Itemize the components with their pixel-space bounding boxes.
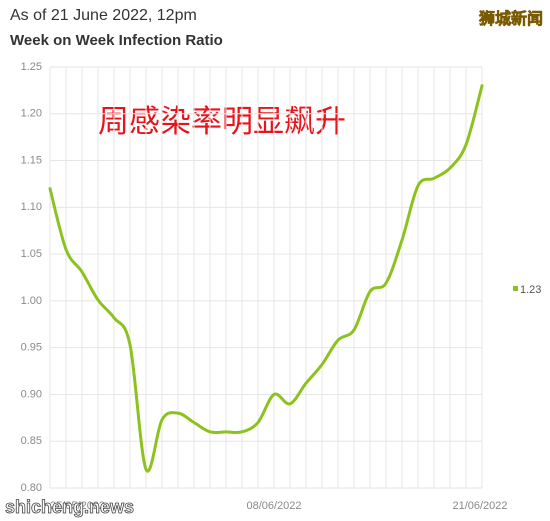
y-tick-label: 0.85 — [21, 435, 42, 447]
y-tick-label: 0.80 — [21, 482, 42, 494]
x-tick-label: 08/06/2022 — [246, 500, 301, 512]
y-tick-label: 0.95 — [21, 342, 42, 354]
chart-title: As of 21 June 2022, 12pm — [10, 7, 197, 24]
end-label: 1.23 — [520, 284, 541, 296]
chart-subtitle: Week on Week Infection Ratio — [10, 32, 223, 49]
x-tick-label: 25/05/2022 — [50, 500, 105, 512]
y-tick-label: 1.20 — [21, 108, 42, 120]
end-marker — [513, 286, 518, 291]
y-tick-label: 1.15 — [21, 154, 42, 166]
x-tick-label: 21/06/2022 — [452, 500, 507, 512]
line — [48, 84, 484, 473]
y-tick-label: 1.00 — [21, 295, 42, 307]
watermark: shicheng.news — [5, 497, 134, 517]
annotation: 周感染率明显飙升 — [98, 104, 346, 139]
y-tick-label: 0.90 — [21, 388, 42, 400]
y-tick-label: 1.25 — [21, 61, 42, 73]
y-tick-label: 1.05 — [21, 248, 42, 260]
watermark: 狮城新闻 — [478, 9, 543, 28]
y-tick-label: 1.10 — [21, 201, 42, 213]
